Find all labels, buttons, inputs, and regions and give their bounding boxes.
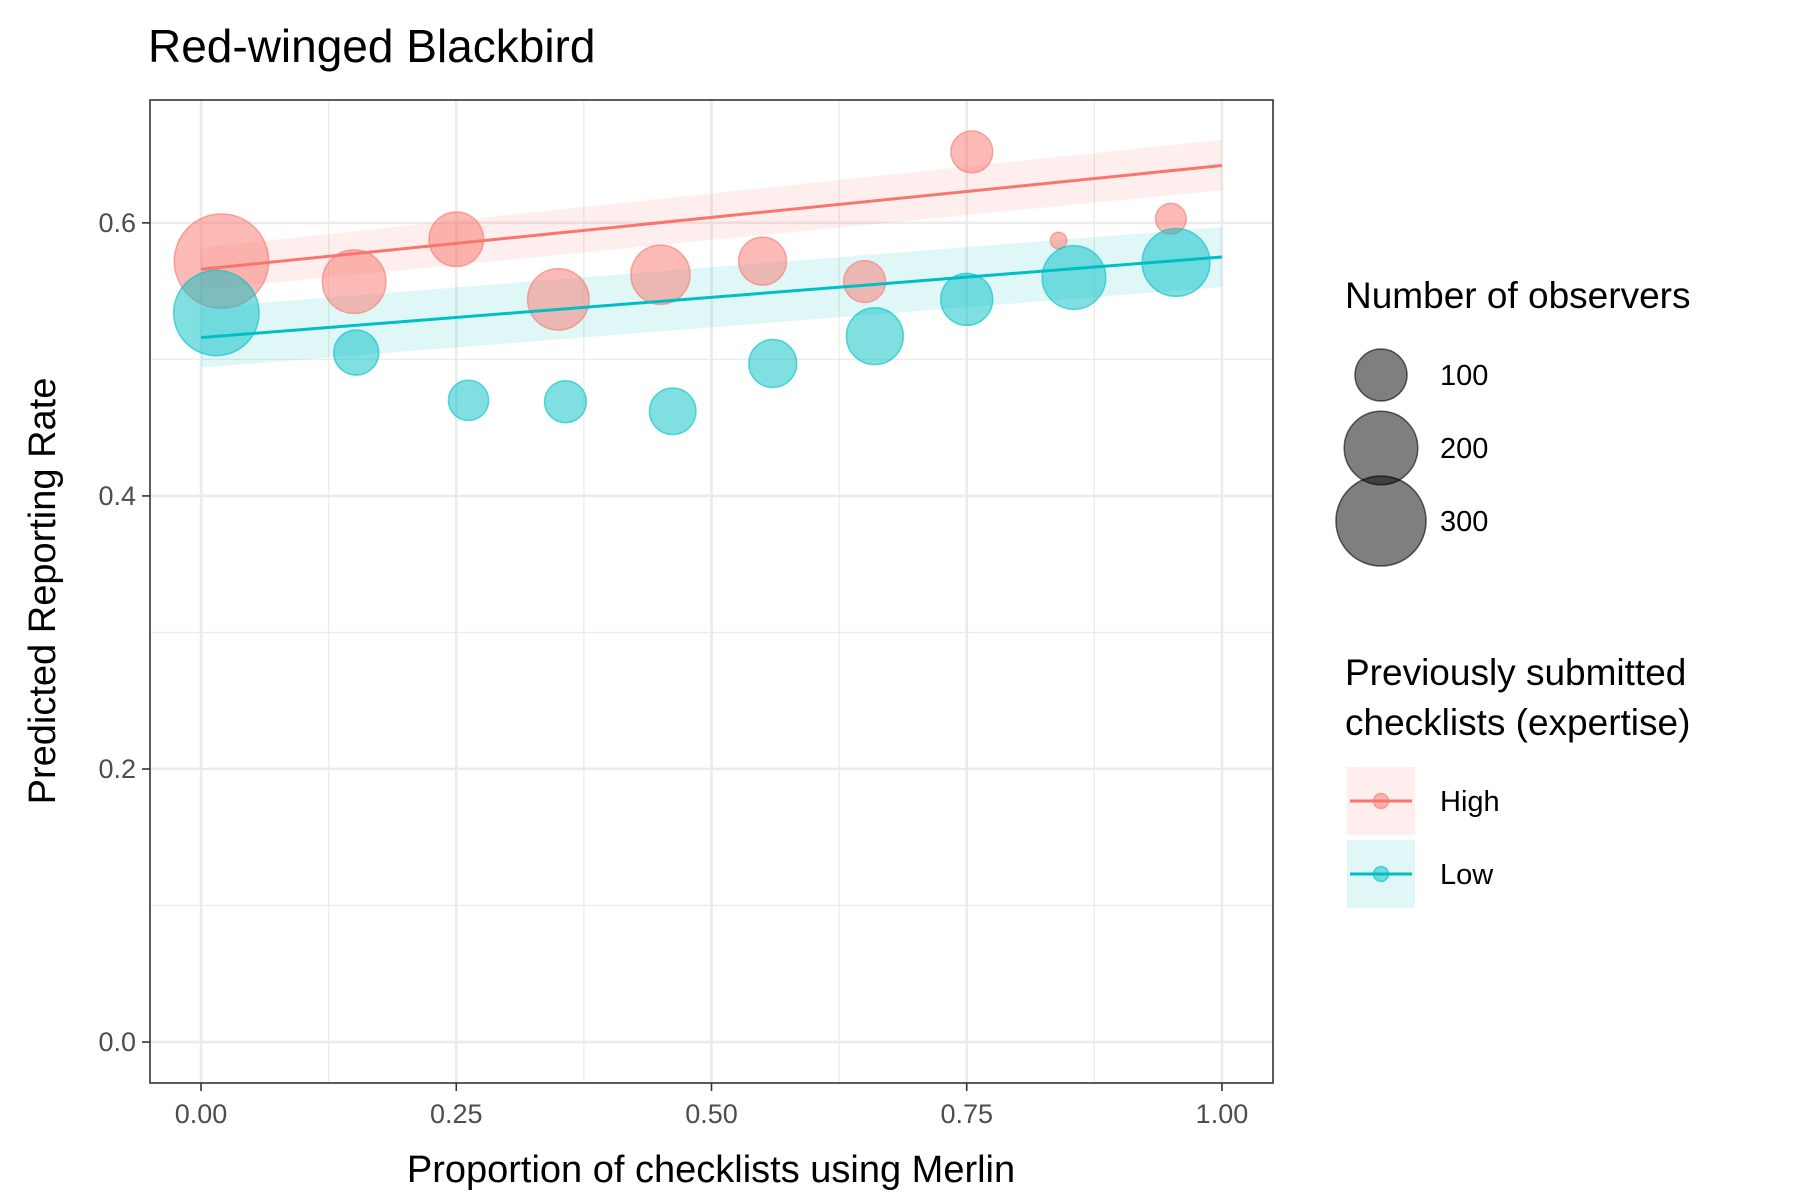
data-point-high (321, 248, 387, 315)
data-point-low (748, 338, 798, 389)
x-tick-label: 0.75 (940, 1099, 993, 1129)
size-legend-key (1335, 475, 1427, 567)
x-tick-label: 0.00 (175, 1099, 228, 1129)
y-tick-label: 0.0 (98, 1027, 136, 1057)
x-tick-label: 0.50 (685, 1099, 738, 1129)
data-point-low (648, 387, 697, 436)
color-legend-key-point (1372, 865, 1390, 883)
size-legend-key (1343, 410, 1419, 486)
y-tick-label: 0.2 (98, 754, 136, 784)
size-legend-label: 100 (1440, 360, 1488, 392)
data-point-high (737, 236, 788, 286)
chart-title: Red-winged Blackbird (148, 20, 595, 72)
fit-line-high (200, 164, 1223, 271)
data-point-high (842, 259, 887, 304)
data-point-low (939, 272, 994, 327)
size-legend-label: 200 (1440, 433, 1488, 465)
y-tick-label: 0.6 (98, 208, 136, 238)
size-legend-key (1354, 348, 1408, 402)
y-tick-label: 0.4 (98, 481, 136, 511)
y-axis-ticks: 0.0 0.2 0.4 0.6 (98, 208, 150, 1057)
data-point-high (950, 130, 994, 174)
color-legend-key-point (1372, 792, 1390, 810)
color-legend-title-line-2: checklists (expertise) (1345, 702, 1690, 743)
data-point-low (172, 269, 260, 357)
color-legend-label: Low (1440, 859, 1494, 891)
data-point-low (543, 380, 588, 424)
size-legend-title: Number of observers (1345, 275, 1690, 316)
x-axis-ticks: 0.00 0.25 0.50 0.75 1.00 (175, 1083, 1248, 1129)
size-legend-entries: 100 200 300 (1335, 348, 1488, 567)
size-legend-label: 300 (1440, 506, 1488, 538)
data-point-high (428, 211, 485, 268)
data-point-low (332, 329, 380, 376)
data-point-high (526, 267, 590, 331)
data-points (172, 130, 1211, 436)
data-point-low (1041, 244, 1107, 311)
color-legend-title-line-1: Previously submitted (1345, 652, 1686, 693)
data-point-high (630, 244, 691, 306)
x-tick-label: 0.25 (430, 1099, 483, 1129)
fit-lines (200, 164, 1223, 340)
legend: Number of observers 100 200 300 Previously… (1335, 275, 1690, 908)
color-legend-label: High (1440, 786, 1500, 818)
data-point-low (845, 306, 905, 366)
data-point-low (447, 379, 490, 422)
x-axis-title: Proportion of checklists using Merlin (407, 1149, 1015, 1191)
fit-line-low (200, 255, 1223, 340)
y-axis-title: Predicted Reporting Rate (22, 378, 64, 805)
color-legend-entries: High Low (1347, 767, 1500, 908)
plot-panel (149, 99, 1274, 1084)
x-tick-label: 1.00 (1196, 1099, 1249, 1129)
